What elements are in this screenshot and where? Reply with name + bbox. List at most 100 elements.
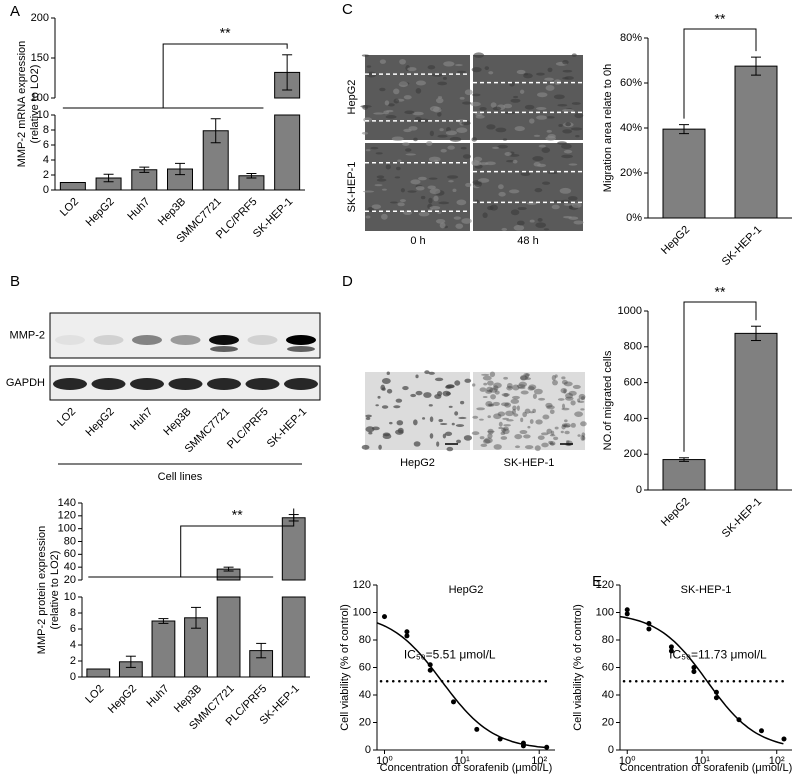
cell-texture	[501, 227, 508, 231]
cell-texture	[442, 76, 447, 80]
cell-texture	[527, 425, 531, 429]
row-label: HepG2	[346, 80, 358, 115]
cell-texture	[529, 411, 534, 414]
cell-texture	[381, 405, 389, 409]
y-tick-label: 2	[43, 169, 49, 181]
significance-label: **	[715, 11, 726, 27]
y-tick-label: 150	[31, 52, 49, 64]
cell-texture	[362, 190, 375, 193]
cell-texture	[399, 199, 406, 203]
cell-texture	[428, 177, 438, 180]
cell-texture	[490, 102, 497, 108]
cell-texture	[527, 386, 535, 391]
data-point	[474, 726, 480, 732]
data-point	[691, 665, 697, 670]
cell-texture	[429, 188, 441, 195]
data-point	[427, 662, 433, 668]
cell-texture	[420, 195, 426, 200]
cell-texture	[553, 94, 565, 100]
cell-texture	[382, 432, 391, 437]
cell-texture	[375, 152, 383, 155]
y-tick-label: 200	[31, 12, 49, 24]
blot-row-label: MMP-2	[10, 329, 45, 341]
cell-texture	[552, 200, 564, 203]
cell-texture	[456, 199, 467, 206]
cell-texture	[551, 204, 560, 210]
cell-texture	[487, 403, 494, 407]
cell-texture	[486, 124, 496, 130]
cell-texture	[410, 393, 417, 398]
cell-texture	[439, 422, 448, 425]
cell-texture	[422, 417, 426, 420]
cell-texture	[480, 443, 488, 448]
cell-texture	[437, 81, 448, 86]
cell-texture	[518, 386, 526, 390]
y-tick-label: 6	[70, 623, 76, 635]
lane-label: PLC/PRF5	[225, 406, 271, 452]
cell-texture	[429, 416, 434, 423]
cell-texture	[452, 188, 457, 193]
cell-texture	[436, 441, 440, 447]
x-tick-label: Huh7	[145, 683, 172, 710]
cell-texture	[563, 149, 573, 154]
cell-texture	[454, 380, 461, 386]
cell-texture	[503, 424, 511, 427]
cell-texture	[525, 377, 531, 380]
cell-texture	[378, 444, 382, 450]
cell-texture	[415, 185, 425, 191]
x-tick-label: Hep3B	[172, 683, 204, 715]
fit-curve	[376, 622, 547, 749]
cell-texture	[528, 384, 537, 390]
cell-texture	[570, 127, 583, 131]
cell-texture	[503, 393, 509, 398]
cell-texture	[461, 218, 472, 224]
cell-texture	[472, 415, 479, 419]
cell-texture	[380, 384, 386, 391]
cell-texture	[429, 106, 440, 112]
blot-band	[207, 378, 241, 390]
y-axis-label: Migration area relate to 0h	[602, 64, 614, 192]
blot-band	[55, 335, 85, 345]
x-axis-label: Concentration of sorafenib (μmol/L)	[620, 762, 793, 774]
cell-texture	[580, 396, 585, 401]
cell-texture	[487, 415, 491, 419]
lane-label: Huh7	[128, 406, 155, 433]
cell-texture	[514, 445, 521, 449]
blot-row-label: GAPDH	[6, 377, 45, 389]
y-tick-label: 1000	[618, 305, 642, 317]
cell-texture	[577, 398, 581, 403]
cell-texture	[426, 140, 433, 147]
cell-texture	[394, 176, 401, 179]
cell-texture	[500, 402, 510, 407]
cell-texture	[534, 187, 543, 193]
cell-texture	[523, 73, 533, 79]
blot-band	[132, 335, 162, 345]
cell-texture	[514, 126, 525, 132]
cell-texture	[538, 397, 546, 401]
cell-texture	[542, 181, 551, 185]
cell-texture	[476, 407, 485, 411]
cell-texture	[413, 441, 421, 447]
x-tick-label: SK-HEP-1	[720, 496, 764, 540]
y-tick-label: 100	[58, 523, 76, 535]
cell-texture	[519, 89, 525, 94]
cell-texture	[536, 115, 548, 120]
cell-texture	[502, 417, 510, 420]
cell-texture	[537, 218, 543, 222]
cell-texture	[560, 430, 564, 434]
cell-texture	[582, 435, 586, 441]
cell-texture	[487, 430, 495, 433]
data-point	[668, 648, 674, 654]
cell-texture	[442, 433, 447, 439]
cell-texture	[561, 403, 566, 409]
cell-texture	[561, 424, 566, 430]
cell-texture	[554, 374, 558, 378]
cell-texture	[577, 434, 581, 437]
bar	[662, 459, 706, 491]
cell-texture	[377, 395, 381, 399]
cell-texture	[512, 405, 517, 411]
cell-texture	[502, 428, 510, 435]
cell-texture	[561, 379, 568, 385]
cell-texture	[423, 392, 432, 398]
cell-texture	[486, 386, 494, 393]
